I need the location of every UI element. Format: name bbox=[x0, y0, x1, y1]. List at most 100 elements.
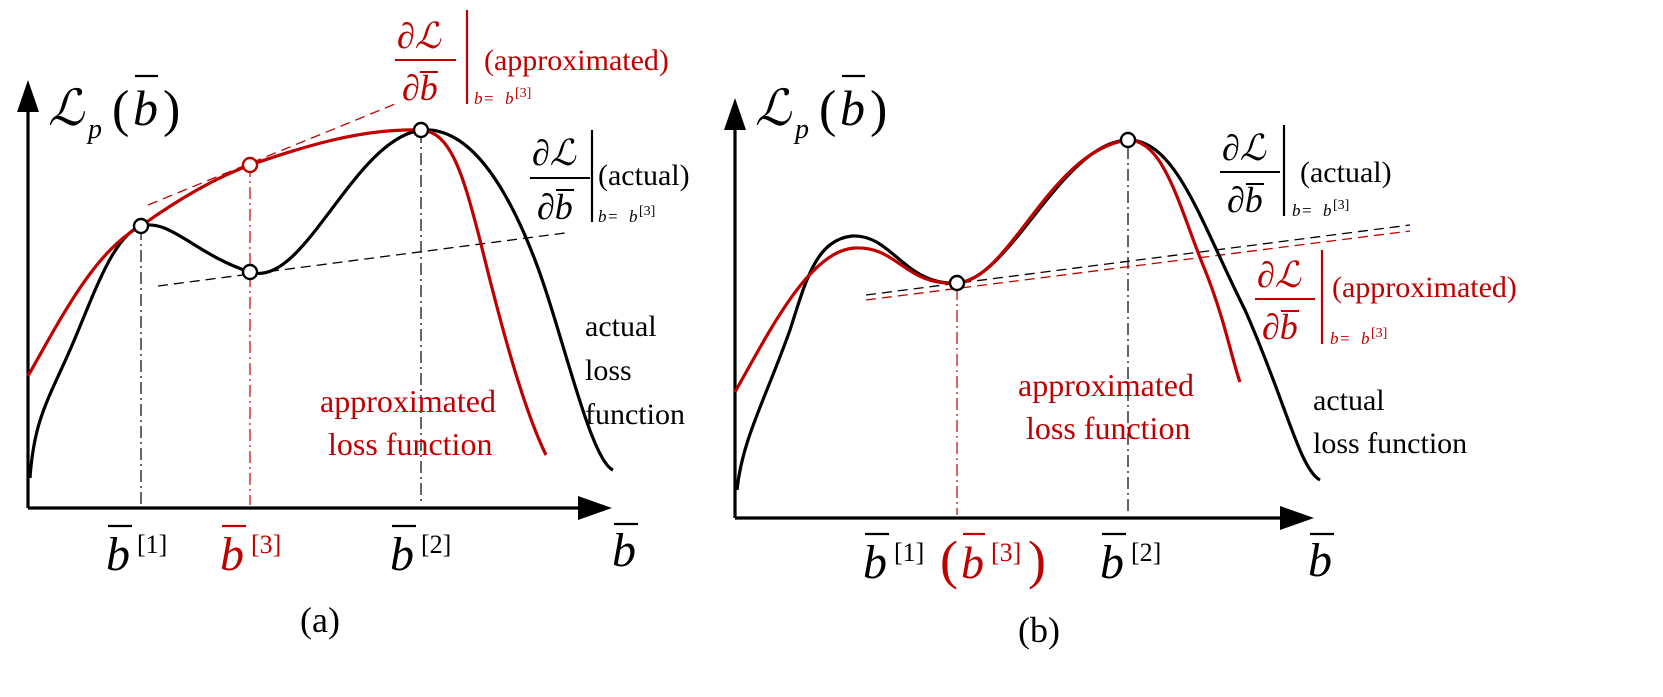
svg-text:): ) bbox=[870, 81, 887, 138]
gradient-approx-label-b: ∂ℒ ∂b b = b [3] (approximated) bbox=[1255, 250, 1517, 348]
svg-text:function: function bbox=[585, 398, 685, 431]
tangent-actual-a bbox=[157, 232, 566, 287]
svg-text:ℒ: ℒ bbox=[48, 80, 85, 136]
svg-text:∂ℒ: ∂ℒ bbox=[532, 133, 577, 173]
tick-b1-a: b [1] bbox=[106, 524, 167, 581]
svg-text:∂b: ∂b bbox=[1227, 180, 1263, 220]
point-b1-a bbox=[132, 217, 150, 235]
tangent-actual-b bbox=[865, 224, 1411, 296]
point-b3-actual-a bbox=[241, 263, 259, 281]
x-axis-arrowhead-b bbox=[1280, 506, 1314, 530]
svg-text:(: ( bbox=[819, 81, 836, 138]
svg-text:b: b bbox=[133, 80, 158, 136]
panel-a: ℒ p ( b ) ∂ℒ ∂b b = b [3] (approximated)… bbox=[17, 10, 690, 640]
svg-text:=: = bbox=[1340, 329, 1350, 348]
approx-loss-curve-a bbox=[26, 128, 548, 456]
svg-text:p: p bbox=[86, 114, 102, 145]
caption-b: (b) bbox=[1018, 610, 1060, 650]
tick-b3-a: b [3] bbox=[220, 524, 281, 581]
svg-text:(actual): (actual) bbox=[598, 159, 690, 192]
svg-text:(actual): (actual) bbox=[1300, 156, 1392, 189]
svg-text:[1]: [1] bbox=[137, 530, 167, 559]
tangent-approx-b bbox=[865, 230, 1411, 301]
y-axis-arrowhead-b bbox=[724, 98, 746, 130]
caption-a: (a) bbox=[300, 600, 340, 640]
tick-b2-a: b [2] bbox=[390, 524, 451, 581]
point-b3-approx-a bbox=[241, 156, 259, 174]
svg-text:b: b bbox=[505, 89, 514, 108]
svg-text:[3]: [3] bbox=[991, 538, 1021, 567]
svg-text:=: = bbox=[1302, 201, 1312, 220]
svg-text:loss function: loss function bbox=[1313, 427, 1467, 460]
svg-text:loss: loss bbox=[585, 354, 632, 387]
svg-text:b: b bbox=[1361, 329, 1370, 348]
svg-text:[3]: [3] bbox=[515, 86, 531, 101]
svg-text:b: b bbox=[863, 536, 887, 589]
gradient-actual-label-a: ∂ℒ ∂b b = b [3] (actual) bbox=[530, 130, 690, 227]
x-axis-arrowhead-a bbox=[578, 496, 612, 520]
svg-text:[1]: [1] bbox=[894, 538, 924, 567]
svg-text:b: b bbox=[1308, 534, 1332, 587]
svg-text:=: = bbox=[608, 207, 618, 226]
svg-text:b: b bbox=[629, 207, 638, 226]
tick-b3-b: ( b [3] ) bbox=[940, 530, 1046, 590]
svg-text:b: b bbox=[220, 528, 244, 581]
panel-b: ℒ p ( b ) ∂ℒ ∂b b = b [3] (actual) ∂ℒ ∂b bbox=[724, 74, 1517, 650]
actual-loss-curve-a bbox=[28, 128, 614, 479]
svg-text:b: b bbox=[612, 524, 636, 577]
svg-text:(approximated): (approximated) bbox=[1332, 271, 1517, 304]
svg-text:∂ℒ: ∂ℒ bbox=[1222, 128, 1267, 168]
svg-text:(: ( bbox=[940, 530, 958, 590]
svg-text:=: = bbox=[484, 89, 494, 108]
svg-text:b: b bbox=[1330, 329, 1339, 348]
svg-text:b: b bbox=[390, 528, 414, 581]
tick-b2-b: b [2] bbox=[1100, 532, 1161, 589]
svg-text:b: b bbox=[1323, 201, 1332, 220]
svg-text:b: b bbox=[474, 89, 483, 108]
svg-text:[2]: [2] bbox=[1131, 538, 1161, 567]
svg-text:[3]: [3] bbox=[639, 204, 655, 219]
svg-text:loss function: loss function bbox=[328, 426, 492, 462]
approx-loss-label-b: approximated loss function bbox=[1018, 367, 1194, 446]
svg-text:∂b: ∂b bbox=[402, 68, 438, 108]
tick-b1-b: b [1] bbox=[863, 532, 924, 589]
svg-text:b: b bbox=[106, 528, 130, 581]
x-axis-label-b: b bbox=[1308, 532, 1334, 587]
svg-text:b: b bbox=[1292, 201, 1301, 220]
svg-text:[3]: [3] bbox=[1333, 198, 1349, 213]
svg-text:actual: actual bbox=[1313, 384, 1385, 417]
svg-text:[2]: [2] bbox=[421, 530, 451, 559]
svg-text:b: b bbox=[961, 537, 984, 588]
svg-text:b: b bbox=[840, 80, 865, 136]
svg-text:(: ( bbox=[112, 81, 129, 138]
svg-text:): ) bbox=[163, 81, 180, 138]
y-axis-arrowhead-a bbox=[17, 80, 39, 112]
svg-text:∂ℒ: ∂ℒ bbox=[1257, 255, 1302, 295]
x-axis-label-a: b bbox=[612, 522, 638, 577]
svg-text:approximated: approximated bbox=[320, 383, 496, 419]
svg-text:(approximated): (approximated) bbox=[484, 44, 669, 77]
point-b2-b bbox=[1119, 131, 1137, 149]
svg-text:): ) bbox=[1028, 530, 1046, 590]
approx-loss-curve-b bbox=[733, 138, 1242, 393]
svg-text:actual: actual bbox=[585, 310, 657, 343]
svg-text:p: p bbox=[793, 114, 809, 145]
gradient-actual-label-b: ∂ℒ ∂b b = b [3] (actual) bbox=[1220, 125, 1392, 220]
tangent-approx-a bbox=[147, 103, 396, 206]
point-b1-b bbox=[948, 274, 966, 292]
actual-loss-label-a: actual loss function bbox=[585, 310, 685, 431]
approx-loss-label-a: approximated loss function bbox=[320, 383, 496, 462]
svg-text:[3]: [3] bbox=[1371, 326, 1387, 341]
svg-text:b: b bbox=[598, 207, 607, 226]
svg-text:approximated: approximated bbox=[1018, 367, 1194, 403]
gradient-approx-label-a: ∂ℒ ∂b b = b [3] (approximated) bbox=[395, 10, 669, 108]
svg-text:ℒ: ℒ bbox=[755, 80, 792, 136]
svg-text:b: b bbox=[1100, 536, 1124, 589]
point-b2-a bbox=[412, 121, 430, 139]
y-axis-label-a: ℒ p ( b ) bbox=[48, 74, 180, 145]
svg-text:[3]: [3] bbox=[251, 530, 281, 559]
svg-text:∂b: ∂b bbox=[1262, 307, 1298, 347]
svg-text:loss function: loss function bbox=[1026, 410, 1190, 446]
y-axis-label-b: ℒ p ( b ) bbox=[755, 74, 887, 145]
